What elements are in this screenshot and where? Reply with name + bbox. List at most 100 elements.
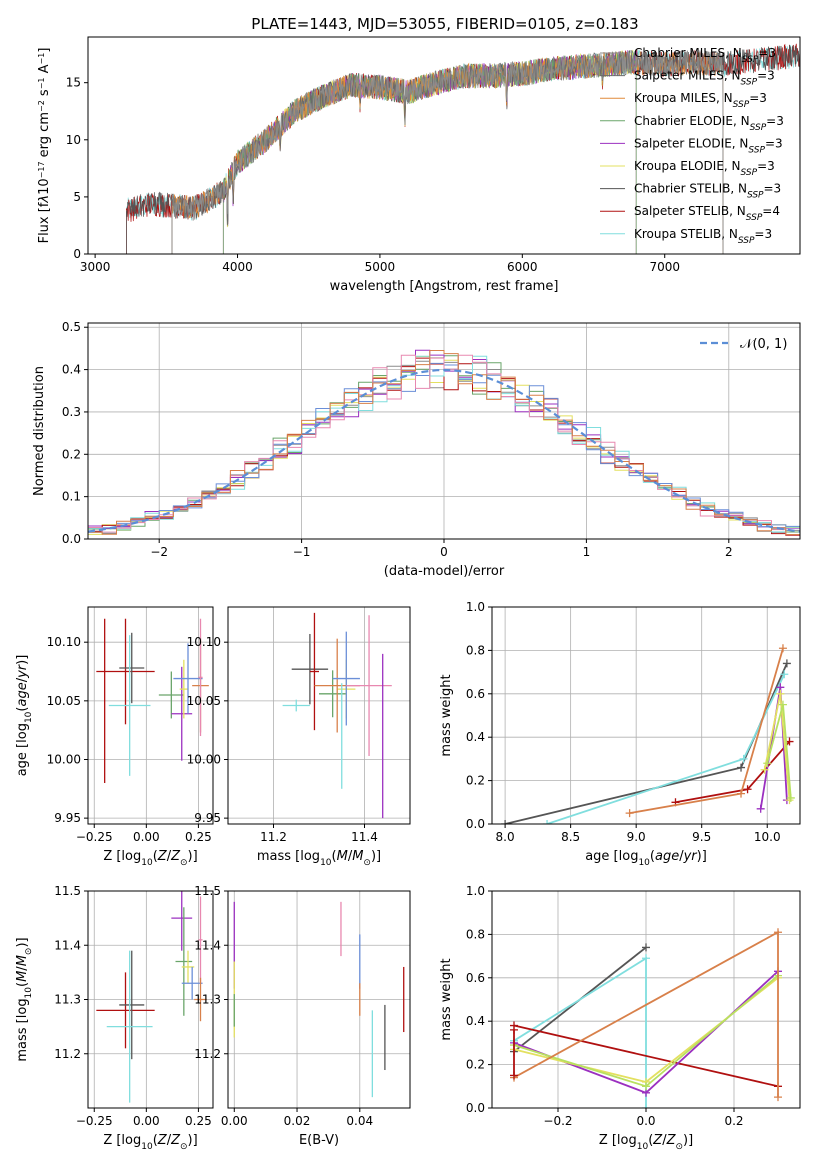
frame-mass-weight-vs-Z <box>491 890 801 1109</box>
weight-marker <box>778 700 787 709</box>
legend-entry: Chabrier STELIB, NSSP=3 <box>634 182 781 201</box>
y-tick-label: 11.2 <box>194 1047 221 1061</box>
weight-marker <box>625 809 634 818</box>
errorbars-age-vs-mass <box>282 612 392 819</box>
legend-entry: Salpeter STELIB, NSSP=4 <box>634 204 780 223</box>
x-tick-label: 9.0 <box>627 830 646 844</box>
legend-entry: 𝒩(0, 1) <box>740 337 787 352</box>
y-tick-label: 11.5 <box>194 884 221 898</box>
x-tick-label: 0.2 <box>724 1114 743 1128</box>
lines-mass-weight-vs-Z <box>510 928 782 1108</box>
y-axis-label: age [log10(age/yr)] <box>15 655 34 777</box>
x-tick-label: 7000 <box>649 260 680 274</box>
y-tick-label: 0.2 <box>62 447 81 461</box>
weight-marker <box>780 670 789 679</box>
legend-entry: Chabrier ELODIE, NSSP=3 <box>634 114 784 133</box>
weight-line <box>504 663 788 824</box>
y-tick-label: 10 <box>66 133 81 147</box>
axes-mass-weight-vs-age: 8.0 8.5 9.0 9.5 10.0 0.0 0.2 0.4 0.6 0.8 1.0 age [l… <box>439 600 800 868</box>
errorbars-mass-vs-ebv <box>233 901 405 1098</box>
weight-marker <box>778 644 787 653</box>
y-tick-label: 0.1 <box>62 490 81 504</box>
weight-marker <box>642 1082 650 1091</box>
spectrum-lines <box>126 43 800 254</box>
x-tick-label: 0.00 <box>221 1114 248 1128</box>
y-tick-label: 0.3 <box>62 405 81 419</box>
residuals-legend: 𝒩(0, 1) <box>700 337 787 352</box>
frame-mass-weight-vs-age <box>491 606 801 825</box>
x-tick-label: 0.25 <box>185 1114 212 1128</box>
weight-line <box>546 673 786 824</box>
x-tick-label: −1 <box>293 545 311 559</box>
y-tick-label: 0.2 <box>466 1058 485 1072</box>
y-tick-label: 1.0 <box>466 884 485 898</box>
frame-age-vs-mass <box>227 606 411 825</box>
frame-age-vs-Z <box>87 606 214 825</box>
x-axis-label: (data-model)/error <box>384 564 505 579</box>
y-axis-label: mass weight <box>439 958 454 1040</box>
weight-marker <box>642 1104 650 1108</box>
normal-curve <box>88 368 800 533</box>
axes-mass-vs-ebv: 0.00 0.02 0.04 11.2 11.3 11.4 11.5 E(B-V) <box>194 884 373 1148</box>
y-tick-label: 0.0 <box>466 1101 485 1115</box>
y-tick-label: 0.8 <box>466 643 485 657</box>
weight-marker <box>739 754 748 763</box>
x-tick-label: 0.25 <box>185 830 212 844</box>
y-tick-label: 10.00 <box>47 752 81 766</box>
axes-age-vs-Z: −0.25 0.00 0.25 9.95 10.00 10.05 10.10 Z [log10… <box>15 635 212 868</box>
weight-marker <box>786 793 795 802</box>
weight-marker <box>642 943 650 952</box>
weight-line <box>513 1024 779 1088</box>
histogram-series <box>88 350 800 535</box>
y-tick-label: 11.2 <box>54 1047 81 1061</box>
y-tick-label: 9.95 <box>194 811 221 825</box>
x-tick-label: 5000 <box>365 260 396 274</box>
y-tick-label: 0 <box>73 247 81 261</box>
y-tick-label: 0.8 <box>466 927 485 941</box>
x-tick-label: 1 <box>583 545 591 559</box>
y-tick-label: 10.05 <box>47 694 81 708</box>
x-tick-label: 2 <box>725 545 733 559</box>
y-axis-label: Flux [fλ10−17 erg cm−2 s−1 A−1] <box>37 48 53 244</box>
frame-mass-vs-Z <box>87 890 214 1109</box>
y-tick-label: 0.0 <box>466 817 485 831</box>
lines-mass-weight-vs-age <box>501 644 795 824</box>
weight-line <box>675 740 791 804</box>
x-tick-label: 10.0 <box>754 830 781 844</box>
residuals-frame <box>87 322 801 540</box>
y-tick-label: 15 <box>66 76 81 90</box>
x-tick-label: 0 <box>440 545 448 559</box>
weight-marker <box>642 954 650 963</box>
y-axis-label: mass weight <box>439 674 454 756</box>
x-tick-label: 4000 <box>222 260 253 274</box>
weight-marker <box>510 1025 518 1034</box>
legend-entry: Kroupa STELIB, NSSP=3 <box>634 227 772 246</box>
y-tick-label: 9.95 <box>54 811 81 825</box>
x-tick-label: 8.0 <box>496 830 515 844</box>
frame-mass-vs-ebv <box>227 890 411 1109</box>
figure-title: PLATE=1443, MJD=53055, FIBERID=0105, z=0… <box>251 15 638 33</box>
y-tick-label: 0.4 <box>466 730 485 744</box>
legend-entry: Kroupa MILES, NSSP=3 <box>634 91 767 110</box>
x-tick-label: 8.5 <box>561 830 580 844</box>
axes-residuals: −2 −1 0 1 2 0.0 0.1 0.2 0.3 0.4 0.5 (data-model)/er… <box>32 320 800 579</box>
y-tick-label: 1.0 <box>466 600 485 614</box>
weight-marker <box>543 820 552 824</box>
errorbars-mass-vs-Z <box>96 891 207 1103</box>
weight-marker <box>760 765 769 774</box>
y-tick-label: 10.05 <box>187 694 221 708</box>
weight-marker <box>782 659 791 668</box>
y-tick-label: 0.2 <box>466 774 485 788</box>
x-tick-label: −0.2 <box>543 1114 572 1128</box>
weight-marker <box>737 789 746 798</box>
y-axis-label: mass [log10(M/M⊙)] <box>15 937 34 1061</box>
weight-marker <box>776 689 785 698</box>
y-tick-label: 11.5 <box>54 884 81 898</box>
y-tick-label: 10.00 <box>187 752 221 766</box>
x-tick-label: 11.2 <box>260 830 287 844</box>
x-tick-label: −2 <box>150 545 168 559</box>
x-tick-label: −0.25 <box>76 830 113 844</box>
weight-marker <box>756 804 765 813</box>
x-tick-label: 6000 <box>507 260 538 274</box>
